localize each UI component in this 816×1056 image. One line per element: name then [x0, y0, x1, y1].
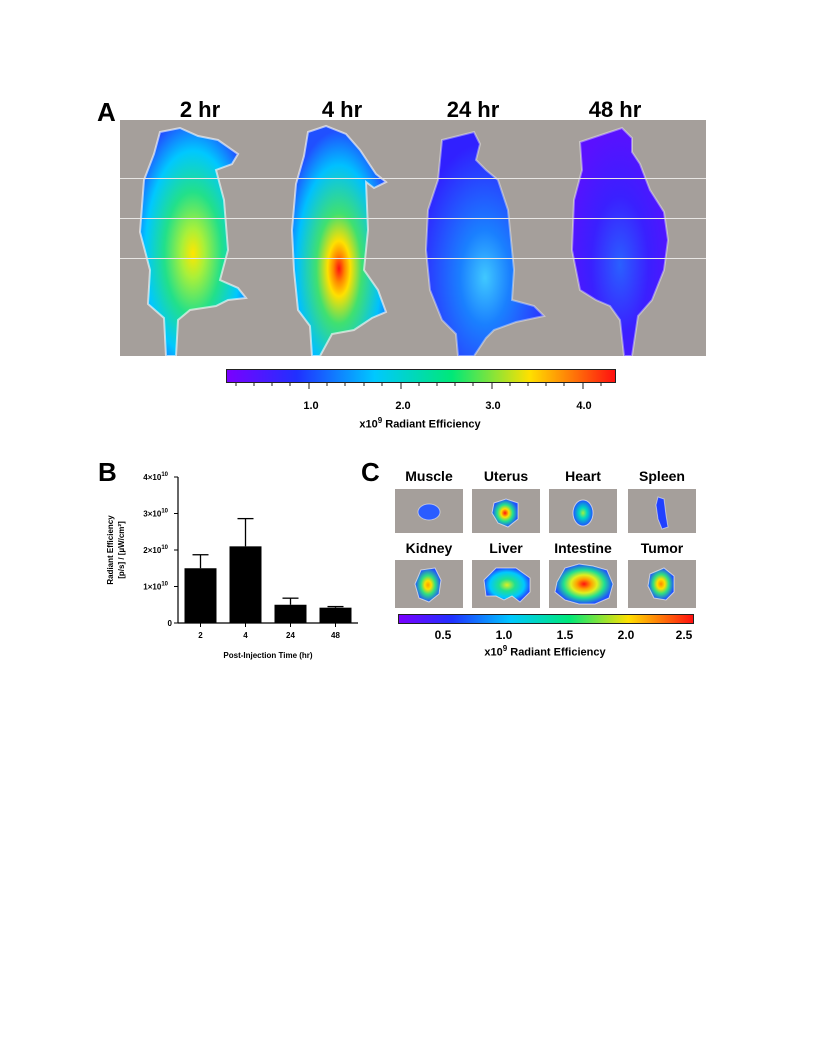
scan-line — [120, 178, 706, 179]
organ-image-intestine — [549, 560, 617, 608]
organ-image-tumor — [628, 560, 696, 608]
organ-label-heart: Heart — [565, 468, 601, 484]
mouse-images — [138, 124, 670, 356]
timepoint-label-4hr: 4 hr — [321, 97, 363, 122]
colorbar-a-title: x109 Radiant Efficiency — [359, 416, 481, 431]
x-axis-label: Post-Injection Time (hr) — [223, 651, 313, 660]
colorbar-c-tick: 2.0 — [617, 628, 635, 642]
y-axis-label: Radiant Efficiency — [106, 515, 115, 585]
x-tick-label: 48 — [331, 631, 340, 640]
organ-label-kidney: Kidney — [405, 540, 453, 556]
mouse-48hr — [570, 126, 670, 356]
panel-c-letter: C — [361, 457, 380, 487]
y-axis-label: [p/s] / [µW/cm²] — [117, 521, 126, 579]
organ-image-kidney — [395, 560, 463, 608]
bar — [184, 568, 217, 623]
organ-label-tumor: Tumor — [640, 540, 684, 556]
colorbar-c — [398, 614, 694, 624]
y-tick-label: 2×1010 — [143, 545, 168, 555]
organ-image-spleen — [628, 489, 696, 533]
panel-b-letter: B — [98, 457, 117, 487]
colorbar-c-title: x109 Radiant Efficiency — [484, 644, 606, 659]
y-tick-label: 0 — [168, 619, 173, 628]
colorbar-a-tick: 2.0 — [395, 400, 411, 412]
bar — [274, 604, 307, 623]
organ-image-muscle — [395, 489, 463, 533]
x-tick-label: 24 — [286, 631, 295, 640]
colorbar-a-tick: 1.0 — [303, 400, 319, 412]
y-tick-label: 4×1010 — [143, 472, 168, 482]
timepoint-label-2hr: 2 hr — [179, 97, 221, 122]
mouse-2hr — [138, 126, 248, 356]
colorbar-c-tick: 2.5 — [675, 628, 693, 642]
scan-line — [120, 258, 706, 259]
colorbar-a — [226, 369, 616, 383]
colorbar-a-ticks — [235, 382, 602, 389]
y-tick-label: 1×1010 — [143, 582, 168, 592]
organ-label-liver: Liver — [489, 540, 523, 556]
x-tick-label: 2 — [198, 631, 203, 640]
in-vivo-fluorescence-image — [120, 120, 706, 356]
panel-a-letter: A — [97, 97, 116, 127]
colorbar-c-tick: 0.5 — [434, 628, 452, 642]
organ-label-uterus: Uterus — [483, 468, 529, 484]
timepoint-label-24hr: 24 hr — [446, 97, 500, 122]
mouse-4hr — [290, 124, 388, 356]
colorbar-c-tick: 1.5 — [556, 628, 574, 642]
y-tick-label: 3×1010 — [143, 509, 168, 519]
organ-label-spleen: Spleen — [639, 468, 685, 484]
colorbar-a-tick: 4.0 — [576, 400, 592, 412]
organ-label-muscle: Muscle — [405, 468, 453, 484]
timepoint-label-48hr: 48 hr — [588, 97, 642, 122]
organ-image-heart — [549, 489, 617, 533]
organ-image-liver — [472, 560, 540, 608]
organ-label-intestine: Intestine — [554, 540, 612, 556]
mouse-24hr — [424, 130, 547, 356]
scan-line — [120, 218, 706, 219]
bar — [229, 546, 262, 623]
x-tick-label: 4 — [243, 631, 248, 640]
colorbar-a-tick: 3.0 — [485, 400, 501, 412]
organ-image-uterus — [472, 489, 540, 533]
bar — [319, 607, 352, 623]
colorbar-c-tick: 1.0 — [495, 628, 513, 642]
